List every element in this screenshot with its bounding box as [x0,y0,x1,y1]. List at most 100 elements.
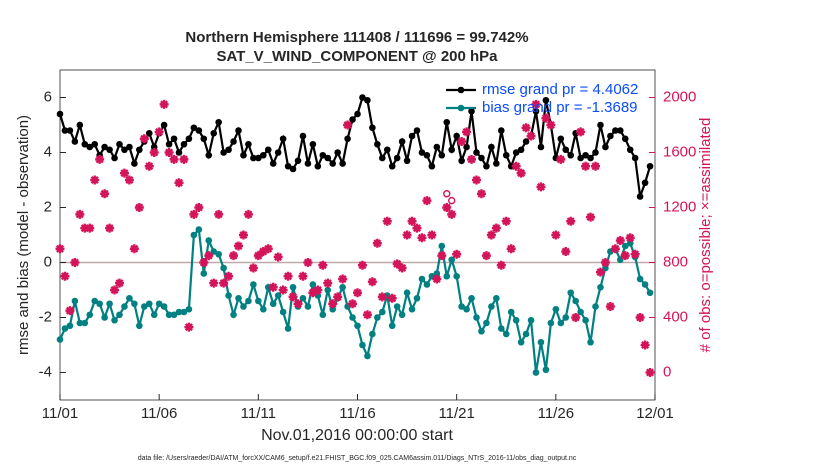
series-point [170,135,178,143]
obs-assimilated [169,154,179,164]
series-point [473,314,480,321]
obs-assimilated [417,233,427,243]
obs-assimilated [189,209,199,219]
obs-assimilated [591,161,600,171]
series-point [155,300,163,308]
series-point [537,338,545,346]
series-point [324,154,332,162]
obs-assimilated [437,251,447,261]
obs-assimilated [105,223,115,233]
series-point [468,294,475,302]
obs-assimilated [402,230,412,240]
series-point [195,226,203,233]
series-point [304,160,312,167]
obs-assimilated [581,161,591,171]
series-point [145,129,153,137]
series-point [478,154,485,162]
series-point [369,330,376,338]
series-point [205,151,213,159]
obs-assimilated [382,216,392,226]
obs-assimilated [546,120,556,130]
series-point [71,297,79,305]
obs-assimilated [134,203,144,212]
series-point [66,127,74,134]
obs-assimilated [149,148,159,157]
obs-assimilated [323,278,333,288]
obs-possible [448,196,456,205]
series-point [235,294,242,302]
series-point [488,303,495,310]
y-tick-label: 6 [44,88,52,105]
series-point [215,118,222,126]
y-tick-label: -4 [39,363,52,380]
series-point [527,316,535,324]
series-point [61,127,69,134]
series-point [329,305,337,313]
series-point [309,140,317,148]
series-point [567,289,575,297]
series-point [131,300,138,308]
obs-assimilated [476,189,486,199]
series-point [145,300,153,308]
series-point [250,154,257,162]
series-point [641,179,649,187]
series-point [314,162,322,170]
series-point [493,160,500,167]
series-point [185,305,193,313]
series-point [378,154,386,162]
series-point [433,270,441,277]
series-point [453,272,460,280]
obs-assimilated [566,216,576,226]
series-point [562,314,570,321]
series-point [364,96,371,104]
series-point [200,270,208,277]
obs-assimilated [571,313,581,322]
obs-assimilated [407,216,417,226]
series-point [413,127,421,134]
series-point [334,149,341,156]
obs-assimilated [184,322,194,332]
legend-label: bias grand pr = -1.3689 [482,99,638,116]
obs-assimilated [333,292,343,302]
series-point [403,289,411,297]
series-point [319,311,327,319]
obs-assimilated [303,258,313,267]
obs-assimilated [119,168,129,178]
series-point [443,272,451,280]
series-point [136,322,143,330]
series-point [393,303,401,310]
series-point [438,242,446,250]
footnote: data file: /Users/raeder/DAI/ATM_forcXX/… [138,455,577,462]
obs-assimilated [124,175,134,185]
obs-assimilated [90,175,100,185]
series-point [91,140,99,148]
series-point [562,146,570,154]
series-point [587,338,594,346]
series-point [423,151,431,159]
series-point [235,127,242,134]
series-point [567,151,575,159]
series-point [101,143,108,151]
series-point [626,239,634,247]
series-point [621,242,629,250]
obs-assimilated [214,209,224,219]
series-point [512,149,520,156]
series-point [398,311,406,319]
series-point [468,107,475,115]
series-point [374,314,381,321]
series-point [274,149,282,156]
series-point [458,303,465,310]
obs-assimilated [501,216,511,226]
series-point [364,352,371,360]
obs-assimilated [234,241,243,251]
series-point [200,135,208,143]
obs-assimilated [367,277,377,287]
obs-assimilated [159,99,169,109]
obs-assimilated [100,189,110,199]
series-point [106,146,113,154]
obs-assimilated [462,127,472,137]
series-point [443,118,451,126]
series-point [641,281,649,288]
series-point [473,149,480,156]
series-point [577,154,584,162]
